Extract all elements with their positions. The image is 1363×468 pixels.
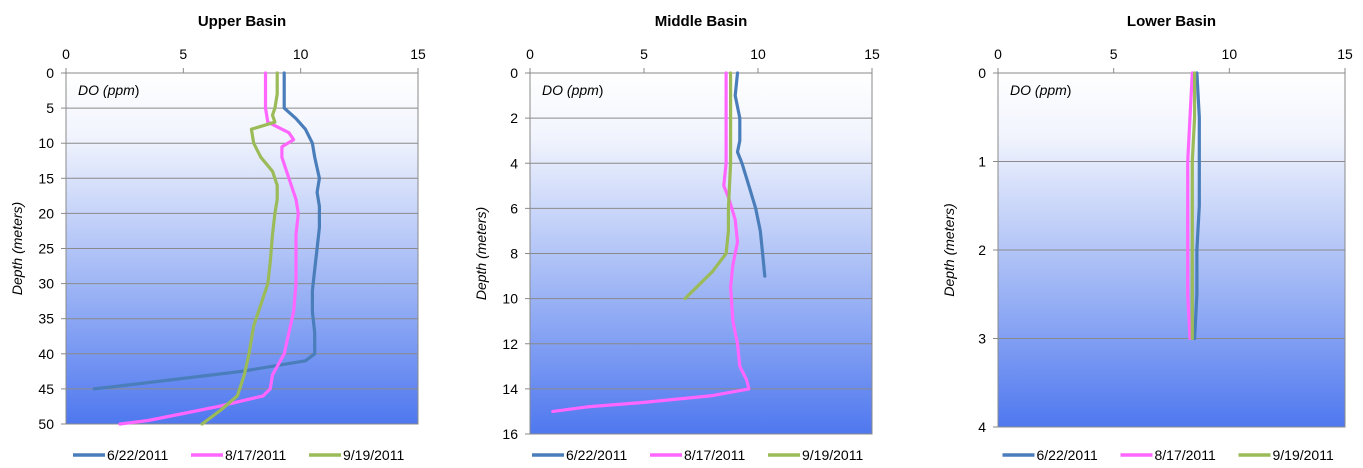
y-tick-label: 35 <box>38 311 54 327</box>
legend-label: 8/17/2011 <box>225 447 286 463</box>
x-tick-label: 10 <box>1222 46 1238 62</box>
y-tick-label: 45 <box>38 381 54 397</box>
y-tick-label: 0 <box>978 65 986 81</box>
y-tick-label: 1 <box>978 154 986 170</box>
chart-panel-0: Upper Basin 0 5 10 15 0 5 10 15 20 25 30 35 40 45 50 Dep… <box>9 13 426 463</box>
y-tick-label: 20 <box>38 205 54 221</box>
series-line-1 <box>118 71 300 426</box>
x-tick-label: 5 <box>179 46 187 62</box>
x-tick-label: 0 <box>62 46 70 62</box>
series-line-2 <box>200 71 279 426</box>
y-tick-label: 3 <box>978 331 986 347</box>
series-line-2 <box>1190 71 1197 341</box>
x-tick-label: 0 <box>994 46 1002 62</box>
y-tick-label: 8 <box>510 246 518 262</box>
legend: 6/22/2011 8/17/2011 9/19/2011 <box>73 447 404 463</box>
legend: 6/22/2011 8/17/2011 9/19/2011 <box>532 447 863 463</box>
y-tick-label: 50 <box>38 416 54 432</box>
y-tick-label: 16 <box>502 426 518 442</box>
series-line-1 <box>1186 71 1194 341</box>
y-tick-label: 25 <box>38 241 54 257</box>
chart-title: Middle Basin <box>655 13 748 30</box>
y-tick-label: 4 <box>978 419 986 435</box>
legend-label: 9/19/2011 <box>1273 447 1334 463</box>
legend-label: 9/19/2011 <box>802 447 863 463</box>
legend: 6/22/2011 8/17/2011 9/19/2011 <box>1002 447 1334 463</box>
x-axis-label: DO (ppm) <box>1010 82 1071 98</box>
x-tick-label: 15 <box>410 46 426 62</box>
y-tick-label: 10 <box>502 291 518 307</box>
series-line-0 <box>733 71 767 278</box>
series-line-1 <box>551 71 751 413</box>
x-tick-label: 0 <box>526 46 534 62</box>
series-line-0 <box>1193 71 1201 341</box>
y-tick-label: 40 <box>38 346 54 362</box>
y-tick-label: 5 <box>46 100 54 116</box>
y-tick-label: 10 <box>38 135 54 151</box>
chart-panel-2: Lower Basin 0 5 10 15 0 1 2 3 4 Depth (meters) DO (… <box>941 13 1353 463</box>
legend-label: 6/22/2011 <box>566 447 627 463</box>
x-axis-label: DO (ppm) <box>78 82 139 98</box>
legend-label: 8/17/2011 <box>1155 447 1216 463</box>
legend-label: 6/22/2011 <box>107 447 168 463</box>
y-tick-label: 14 <box>502 381 518 397</box>
y-tick-label: 0 <box>510 65 518 81</box>
y-tick-label: 12 <box>502 336 518 352</box>
chart-title: Lower Basin <box>1127 13 1216 30</box>
legend-label: 9/19/2011 <box>343 447 404 463</box>
x-tick-label: 10 <box>293 46 309 62</box>
y-axis-label: Depth (meters) <box>473 207 489 300</box>
series-line-2 <box>683 71 733 301</box>
legend-label: 6/22/2011 <box>1037 447 1098 463</box>
x-axis-label: DO (ppm) <box>542 82 603 98</box>
y-axis-label: Depth (meters) <box>941 203 957 296</box>
y-axis-label: Depth (meters) <box>9 202 25 295</box>
series-line-0 <box>92 71 321 391</box>
y-tick-label: 0 <box>46 65 54 81</box>
y-tick-label: 15 <box>38 170 54 186</box>
y-tick-label: 2 <box>510 110 518 126</box>
y-tick-label: 30 <box>38 276 54 292</box>
chart-panel-1: Middle Basin 0 5 10 15 0 2 4 6 8 10 12 14 16 Depth (me… <box>473 13 880 463</box>
y-tick-label: 6 <box>510 200 518 216</box>
y-tick-label: 4 <box>510 155 518 171</box>
legend-label: 8/17/2011 <box>684 447 745 463</box>
chart-title: Upper Basin <box>198 13 286 30</box>
x-tick-label: 5 <box>1110 46 1118 62</box>
y-tick-label: 2 <box>978 242 986 258</box>
x-tick-label: 10 <box>750 46 766 62</box>
x-tick-label: 15 <box>864 46 880 62</box>
x-tick-label: 5 <box>640 46 648 62</box>
x-tick-label: 15 <box>1337 46 1353 62</box>
